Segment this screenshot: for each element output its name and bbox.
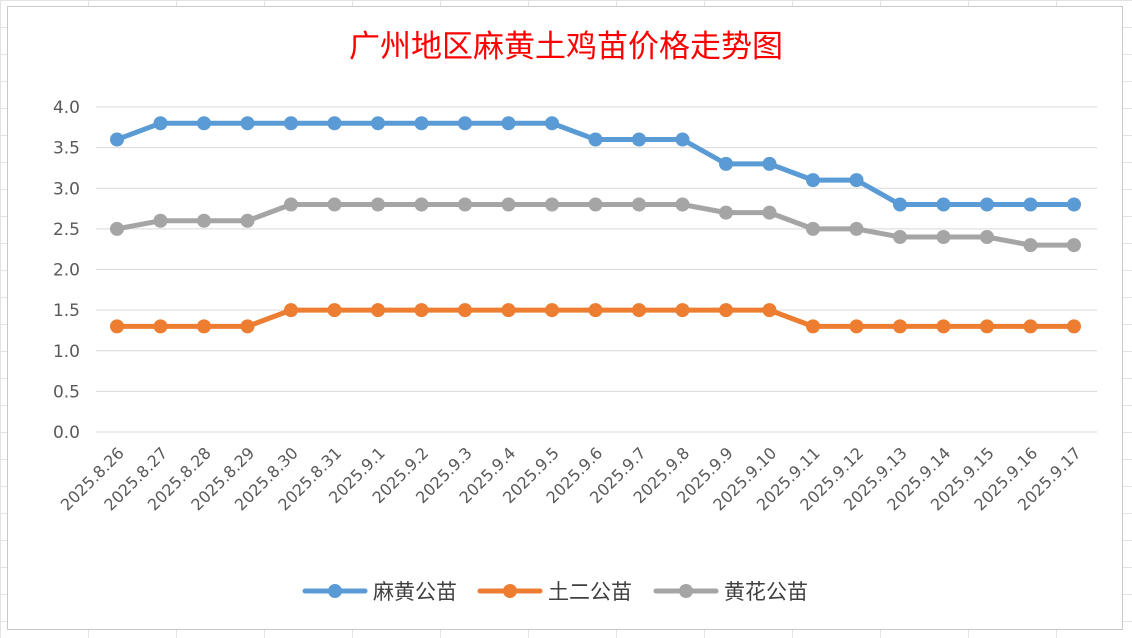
data-point[interactable] [327, 197, 342, 212]
data-point[interactable] [545, 197, 559, 212]
data-point[interactable] [458, 303, 472, 318]
data-point[interactable] [458, 116, 472, 131]
data-point[interactable] [284, 197, 298, 212]
y-tick-label: 3.0 [53, 179, 80, 199]
data-point[interactable] [1067, 197, 1081, 212]
legend-marker [679, 584, 693, 598]
data-point[interactable] [806, 319, 820, 334]
legend-label: 麻黄公苗 [373, 580, 457, 604]
data-point[interactable] [893, 319, 907, 334]
data-point[interactable] [197, 319, 211, 334]
data-point[interactable] [849, 319, 864, 334]
y-axis-ticks: 0.0 0.5 1.0 1.5 2.0 2.5 3.0 3.5 4.0 [53, 98, 80, 443]
data-point[interactable] [110, 221, 124, 236]
legend-marker [328, 584, 342, 598]
legend-item[interactable]: 黄花公苗 [653, 580, 808, 604]
data-point[interactable] [327, 116, 342, 131]
data-point[interactable] [153, 116, 168, 131]
data-point[interactable] [501, 197, 516, 212]
chart-title: 广州地区麻黄土鸡苗价格走势图 [349, 29, 783, 65]
data-point[interactable] [284, 116, 298, 131]
data-point[interactable] [936, 197, 951, 212]
data-point[interactable] [197, 213, 211, 228]
gridlines [96, 106, 1097, 433]
data-point[interactable] [719, 156, 733, 171]
data-point[interactable] [327, 303, 342, 318]
series-group [110, 116, 1081, 334]
data-point[interactable] [762, 303, 777, 318]
data-point[interactable] [806, 221, 820, 236]
data-point[interactable] [371, 197, 385, 212]
data-point[interactable] [414, 197, 429, 212]
series-1 [110, 116, 1081, 212]
data-point[interactable] [153, 213, 168, 228]
y-tick-label: 3.5 [53, 139, 80, 159]
data-point[interactable] [1067, 319, 1081, 334]
data-point[interactable] [501, 116, 516, 131]
legend-item[interactable]: 土二公苗 [477, 580, 632, 604]
y-tick-label: 2.5 [53, 220, 80, 240]
chart-area[interactable] [7, 6, 1123, 630]
data-point[interactable] [1023, 197, 1038, 212]
data-point[interactable] [545, 303, 559, 318]
legend-marker [503, 584, 517, 598]
data-point[interactable] [936, 230, 951, 244]
y-tick-label: 0.0 [53, 423, 80, 443]
data-point[interactable] [284, 303, 298, 318]
series-2 [110, 303, 1081, 334]
data-point[interactable] [414, 303, 429, 318]
data-point[interactable] [762, 156, 777, 171]
data-point[interactable] [240, 213, 255, 228]
y-tick-label: 1.0 [53, 342, 80, 362]
data-point[interactable] [849, 221, 864, 236]
series-3 [110, 197, 1081, 253]
data-point[interactable] [762, 205, 777, 220]
data-point[interactable] [197, 116, 211, 131]
data-point[interactable] [110, 319, 124, 334]
data-point[interactable] [371, 303, 385, 318]
data-point[interactable] [588, 197, 603, 212]
data-point[interactable] [1023, 319, 1038, 334]
data-point[interactable] [240, 319, 255, 334]
data-point[interactable] [588, 132, 603, 147]
data-point[interactable] [980, 197, 994, 212]
data-point[interactable] [980, 230, 994, 244]
data-point[interactable] [110, 132, 124, 147]
y-tick-label: 4.0 [53, 98, 80, 118]
data-point[interactable] [632, 303, 646, 318]
data-point[interactable] [893, 230, 907, 244]
y-tick-label: 2.0 [53, 261, 80, 281]
y-tick-label: 0.5 [53, 382, 80, 402]
data-point[interactable] [893, 197, 907, 212]
data-point[interactable] [545, 116, 559, 131]
data-point[interactable] [719, 303, 733, 318]
data-point[interactable] [806, 173, 820, 188]
data-point[interactable] [1067, 238, 1081, 253]
data-point[interactable] [936, 319, 951, 334]
data-point[interactable] [632, 197, 646, 212]
data-point[interactable] [501, 303, 516, 318]
data-point[interactable] [153, 319, 168, 334]
data-point[interactable] [414, 116, 429, 131]
data-point[interactable] [719, 205, 733, 220]
data-point[interactable] [240, 116, 255, 131]
data-point[interactable] [675, 303, 690, 318]
legend-label: 黄花公苗 [724, 580, 808, 604]
legend[interactable]: 麻黄公苗 土二公苗 黄花公苗 [302, 580, 808, 604]
x-axis-ticks: 2025.8.262025.8.272025.8.282025.8.292025… [57, 443, 1085, 514]
data-point[interactable] [980, 319, 994, 334]
data-point[interactable] [675, 132, 690, 147]
data-point[interactable] [675, 197, 690, 212]
data-point[interactable] [371, 116, 385, 131]
data-point[interactable] [1023, 238, 1038, 253]
legend-label: 土二公苗 [548, 580, 632, 604]
data-point[interactable] [849, 173, 864, 188]
data-point[interactable] [458, 197, 472, 212]
legend-item[interactable]: 麻黄公苗 [302, 580, 457, 604]
y-tick-label: 1.5 [53, 301, 80, 321]
data-point[interactable] [588, 303, 603, 318]
data-point[interactable] [632, 132, 646, 147]
